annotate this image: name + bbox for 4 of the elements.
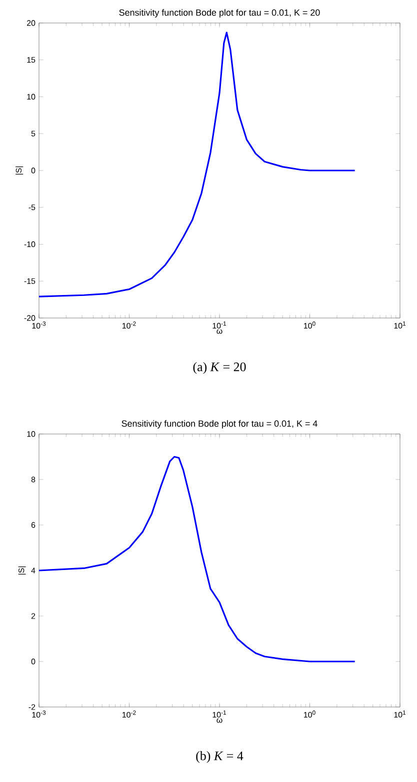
chart-title: Sensitivity function Bode plot for tau = 0.01, K = 4 xyxy=(122,420,318,428)
text: (a) K = 20 xyxy=(193,362,246,374)
text: (b) K = 4 xyxy=(196,751,244,763)
chart-title: Sensitivity function Bode plot for tau = 0.01, K = 20 xyxy=(119,9,320,18)
